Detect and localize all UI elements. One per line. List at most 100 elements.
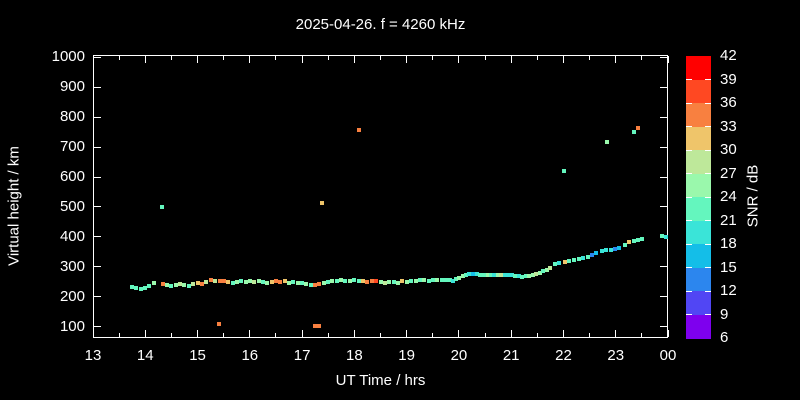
colorbar-boundary-tick: [686, 290, 692, 292]
y-major-tick-right: [660, 176, 667, 178]
y-major-tick-right: [660, 266, 667, 268]
data-point: [335, 279, 340, 284]
colorbar-boundary-tick: [686, 196, 692, 198]
data-point: [130, 285, 135, 290]
data-point: [520, 274, 525, 279]
y-major-tick-right: [660, 56, 667, 58]
colorbar-boundary-tick: [686, 243, 692, 245]
y-major-tick: [94, 176, 101, 178]
x-minor-tick: [589, 333, 591, 337]
x-minor-tick-top: [170, 56, 172, 60]
x-major-tick-top: [406, 56, 408, 63]
data-point: [527, 273, 532, 278]
colorbar-segment: [686, 173, 711, 198]
y-tick-label: 900: [59, 78, 85, 96]
y-major-tick-right: [660, 206, 667, 208]
data-point: [567, 259, 572, 264]
data-point: [357, 127, 362, 132]
x-minor-tick-top: [432, 56, 434, 60]
data-point: [234, 279, 239, 284]
data-point: [313, 324, 318, 328]
data-point: [365, 279, 370, 284]
data-point: [247, 279, 252, 284]
y-tick-label: 500: [59, 197, 85, 215]
colorbar-segment: [686, 79, 711, 104]
x-minor-tick-top: [275, 56, 277, 60]
data-point: [413, 279, 418, 284]
data-point: [632, 239, 637, 244]
x-minor-tick: [432, 333, 434, 337]
data-point: [322, 280, 327, 285]
x-tick-label: 17: [293, 347, 311, 364]
data-point: [300, 280, 305, 285]
colorbar-boundary-tick: [686, 102, 692, 104]
y-axis-label: Virtual height / km: [5, 146, 23, 266]
data-point: [499, 272, 504, 277]
data-point: [506, 273, 511, 278]
y-major-tick-right: [660, 146, 667, 148]
colorbar-segment: [686, 291, 711, 315]
colorbar-segment: [686, 150, 711, 174]
chart-title: 2025-04-26. f = 4260 kHz: [295, 16, 466, 33]
colorbar-boundary-tick: [686, 79, 692, 80]
x-major-tick-top: [667, 56, 669, 63]
data-point: [636, 126, 641, 131]
data-point: [282, 279, 287, 284]
data-point: [608, 248, 613, 253]
data-point: [604, 139, 609, 144]
y-tick-label: 200: [59, 287, 85, 305]
data-point: [204, 279, 209, 284]
x-axis-label: UT Time / hrs: [335, 372, 426, 389]
y-major-tick: [94, 296, 101, 298]
data-point: [474, 271, 479, 276]
data-point: [627, 240, 632, 245]
colorbar-segment: [686, 103, 711, 127]
x-tick-label: 13: [84, 347, 102, 364]
data-point: [434, 277, 439, 282]
y-major-tick: [94, 116, 101, 118]
colorbar-tick-label: 18: [720, 235, 737, 252]
y-major-tick-right: [660, 86, 667, 88]
x-tick-label: 20: [450, 347, 468, 364]
colorbar-boundary-tick: [686, 267, 692, 268]
y-major-tick: [94, 236, 101, 238]
data-point: [548, 266, 553, 271]
data-point: [443, 277, 448, 282]
data-point: [352, 277, 357, 282]
data-point: [576, 257, 581, 262]
data-point: [613, 247, 618, 252]
data-point: [243, 279, 248, 284]
x-major-tick-top: [249, 56, 251, 63]
data-point: [139, 286, 144, 291]
x-major-tick: [92, 330, 94, 337]
data-point: [169, 283, 174, 288]
data-point: [471, 271, 476, 276]
data-point: [160, 282, 165, 287]
x-tick-label: 16: [241, 347, 259, 364]
data-point: [316, 324, 321, 328]
colorbar-boundary-tick: [686, 149, 692, 151]
data-point: [426, 279, 431, 284]
data-point: [513, 273, 518, 278]
data-point: [178, 282, 183, 287]
x-tick-label: 14: [136, 347, 154, 364]
colorbar-boundary-tick-right: [705, 314, 711, 315]
x-major-tick-top: [197, 56, 199, 63]
data-point: [134, 285, 139, 290]
x-tick-label: 19: [398, 347, 415, 364]
colorbar-tick-label: 24: [720, 188, 737, 205]
data-point: [464, 273, 469, 278]
y-major-tick: [94, 56, 101, 58]
data-point: [186, 283, 191, 288]
x-minor-tick-top: [536, 56, 538, 60]
x-major-tick: [510, 330, 512, 337]
colorbar-label: SNR / dB: [744, 164, 762, 228]
y-tick-label: 100: [59, 317, 85, 335]
x-major-tick: [458, 330, 460, 337]
x-minor-tick: [536, 333, 538, 337]
data-point: [534, 271, 539, 276]
data-point: [291, 279, 296, 284]
y-tick-label: 600: [59, 168, 85, 185]
data-point: [439, 277, 444, 282]
